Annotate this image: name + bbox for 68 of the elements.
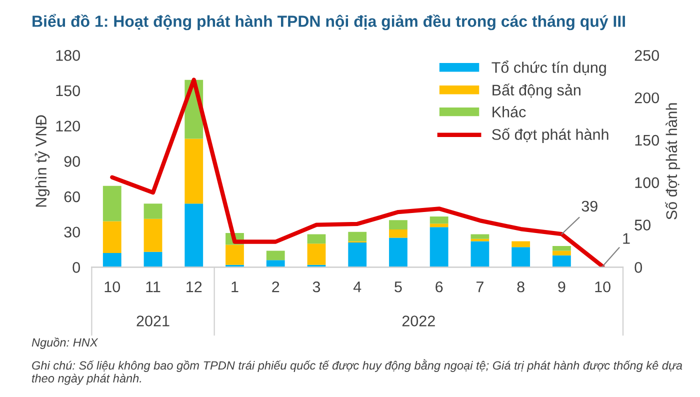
- bar: [266, 260, 285, 268]
- x-tick-label: 10: [595, 281, 610, 292]
- bar: [348, 242, 367, 268]
- x-tick-label: 2: [272, 281, 280, 292]
- y-tick-label: 150: [56, 85, 80, 96]
- bar: [470, 238, 490, 242]
- text: 2022: [402, 316, 435, 326]
- x-tick-label: 7: [476, 282, 484, 292]
- bar: [389, 238, 408, 268]
- y-tick-label: 30: [64, 226, 80, 238]
- x-tick-label: 5: [394, 282, 402, 292]
- legend-label: Khác: [492, 106, 526, 118]
- y2-tick-label: 250: [634, 50, 660, 61]
- x-tick-label: 3: [312, 281, 320, 292]
- x-tick-label: 11: [146, 282, 160, 292]
- bar: [512, 241, 530, 248]
- y2-axis-title: Số đợt phát hành: [665, 103, 680, 220]
- y-axis-title: Nghìn tỷ VNĐ: [34, 115, 50, 207]
- bar: [552, 250, 571, 256]
- legend-label: Số đợt phát hành: [492, 128, 608, 143]
- x-tick-label: 10: [104, 281, 120, 292]
- y-tick-label: 120: [56, 120, 80, 132]
- bar: [470, 241, 490, 268]
- x-tick-label: 9: [558, 281, 566, 292]
- text: Ghi chú: Số liệu không bao gồm TPDN trái phiếu quốc tế được huy động bằng ngoại tệ; Giá trị phát hành được thống kê dựa theo ngày phát hành.: [32, 359, 682, 385]
- bar: [184, 138, 204, 204]
- data-label: 1: [623, 233, 630, 244]
- bar: [102, 253, 122, 268]
- y2-tick-label: 200: [634, 92, 660, 104]
- chart-title: Biểu đồ 1: Hoạt động phát hành TPDN nội địa giảm đều trong các tháng quý III: [32, 14, 625, 30]
- bar: [552, 246, 571, 251]
- y2-tick-label: 50: [634, 220, 651, 230]
- bar: [307, 244, 326, 265]
- bar: [512, 247, 530, 268]
- bar: [102, 221, 122, 254]
- bar: [144, 204, 162, 219]
- bar: [430, 227, 448, 268]
- text: 2021: [136, 316, 170, 326]
- bar: [307, 234, 326, 244]
- x-tick-label: 8: [517, 281, 524, 292]
- bar: [389, 220, 408, 230]
- x-tick-label: 4: [353, 282, 362, 292]
- y-tick-label: 90: [64, 156, 80, 167]
- y-tick-label: 180: [56, 50, 80, 61]
- bar: [389, 229, 408, 238]
- y-tick-label: 0: [72, 262, 80, 273]
- bar: [348, 232, 367, 242]
- bar: [266, 250, 285, 260]
- bar: [184, 204, 204, 268]
- bar: [144, 252, 162, 268]
- y2-tick-label: 100: [635, 177, 660, 188]
- bar: [430, 216, 448, 224]
- x-tick-label: 12: [186, 281, 202, 292]
- bar: [144, 218, 162, 252]
- x-tick-label: 6: [436, 281, 443, 292]
- x-tick-label: 1: [232, 282, 238, 292]
- bar: [226, 244, 244, 265]
- y2-tick-label: 150: [635, 134, 660, 146]
- y2-tick-label: 0: [634, 262, 642, 273]
- y-tick-label: 60: [64, 191, 80, 202]
- legend-label: Bất động sản: [492, 84, 580, 99]
- bar: [470, 234, 490, 239]
- data-label: 39: [582, 200, 598, 212]
- bar: [430, 224, 448, 228]
- text: Nguồn: HNX: [32, 337, 98, 349]
- bar: [102, 186, 122, 222]
- legend-label: Tổ chức tín dụng: [492, 60, 606, 76]
- bar: [552, 255, 571, 268]
